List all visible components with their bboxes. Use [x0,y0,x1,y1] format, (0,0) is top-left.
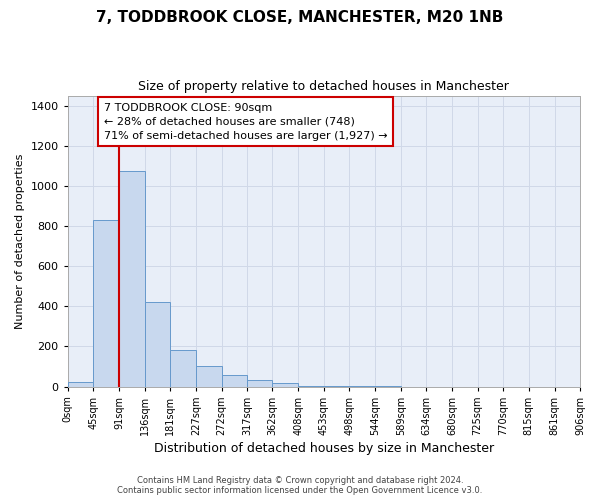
Bar [196,366,221,386]
Bar [272,383,298,386]
Bar [119,171,145,386]
Text: 7 TODDBROOK CLOSE: 90sqm
← 28% of detached houses are smaller (748)
71% of semi-: 7 TODDBROOK CLOSE: 90sqm ← 28% of detach… [104,103,387,141]
Bar [170,350,196,387]
X-axis label: Distribution of detached houses by size in Manchester: Distribution of detached houses by size … [154,442,494,455]
Bar [68,382,93,386]
Title: Size of property relative to detached houses in Manchester: Size of property relative to detached ho… [139,80,509,93]
Bar [93,220,119,386]
Text: Contains HM Land Registry data © Crown copyright and database right 2024.
Contai: Contains HM Land Registry data © Crown c… [118,476,482,495]
Bar [221,375,247,386]
Bar [247,380,272,386]
Y-axis label: Number of detached properties: Number of detached properties [15,154,25,328]
Bar [145,302,170,386]
Text: 7, TODDBROOK CLOSE, MANCHESTER, M20 1NB: 7, TODDBROOK CLOSE, MANCHESTER, M20 1NB [97,10,503,25]
